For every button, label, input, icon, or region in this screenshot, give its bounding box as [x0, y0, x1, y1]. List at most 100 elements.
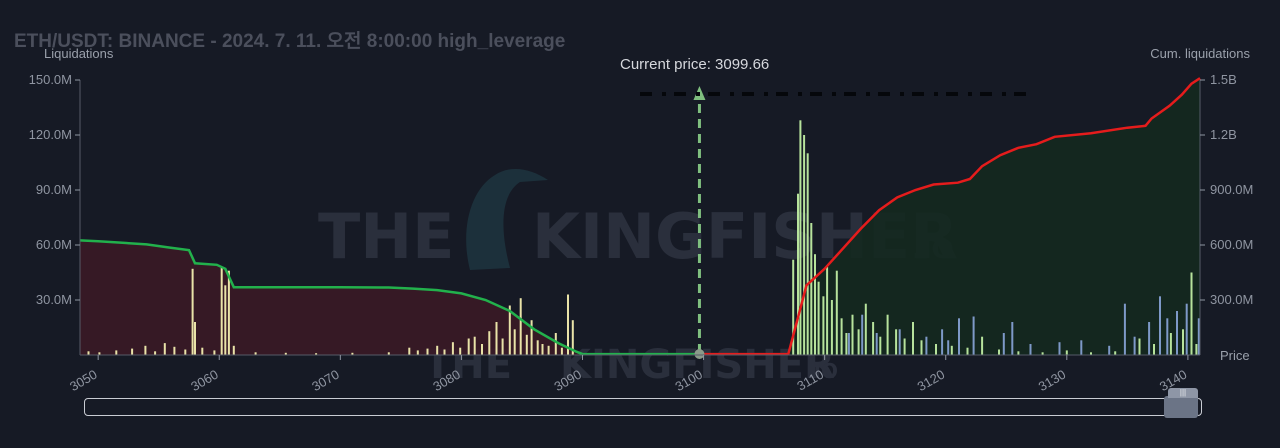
liquidation-bar[interactable] [920, 340, 923, 355]
liquidation-bar[interactable] [115, 350, 118, 355]
liquidation-bar[interactable] [1166, 318, 1169, 355]
liquidation-bar[interactable] [879, 336, 882, 355]
short-cum-line[interactable] [79, 239, 700, 356]
liquidation-bar[interactable] [519, 298, 522, 355]
liquidation-bar[interactable] [87, 351, 90, 355]
liquidation-bar[interactable] [958, 318, 960, 355]
liquidation-bar[interactable] [817, 281, 820, 355]
liquidation-bar[interactable] [191, 268, 194, 355]
long-cum-line[interactable] [699, 77, 1201, 356]
liquidation-bar[interactable] [935, 344, 937, 355]
liquidation-bar[interactable] [814, 254, 816, 355]
liquidation-bar[interactable] [797, 193, 799, 355]
liquidation-bar[interactable] [525, 334, 528, 355]
liquidation-bar[interactable] [822, 296, 825, 355]
liquidation-bar[interactable] [201, 347, 204, 355]
liquidation-bar[interactable] [1169, 333, 1172, 355]
liquidation-bar[interactable] [536, 340, 539, 355]
liquidation-bar[interactable] [508, 305, 511, 356]
liquidation-bar[interactable] [213, 350, 216, 355]
liquidation-bar[interactable] [1090, 352, 1092, 356]
liquidation-bar[interactable] [408, 347, 411, 355]
liquidation-bar[interactable] [194, 322, 196, 355]
liquidation-bar[interactable] [467, 338, 470, 356]
liquidation-bar[interactable] [98, 352, 101, 356]
liquidation-bar[interactable] [144, 345, 147, 355]
liquidation-bar[interactable] [1190, 272, 1193, 356]
liquidation-bar[interactable] [840, 318, 843, 355]
liquidation-bar[interactable] [847, 333, 850, 355]
liquidation-bar[interactable] [1058, 342, 1061, 355]
liquidation-bar[interactable] [1080, 340, 1083, 355]
liquidation-bar[interactable] [830, 300, 833, 355]
liquidation-bar[interactable] [857, 329, 860, 355]
liquidation-bar[interactable] [227, 270, 230, 355]
liquidation-bar[interactable] [387, 352, 390, 356]
liquidation-bar[interactable] [941, 329, 944, 355]
liquidation-bar[interactable] [799, 120, 802, 355]
liquidation-bar[interactable] [851, 314, 854, 355]
liquidation-bar[interactable] [571, 320, 574, 355]
liquidation-bar[interactable] [416, 350, 419, 355]
liquidation-bar[interactable] [220, 267, 223, 355]
liquidation-bar[interactable] [1176, 311, 1178, 355]
liquidation-bar[interactable] [488, 331, 491, 355]
liquidation-bar[interactable] [1108, 345, 1111, 355]
liquidation-bar[interactable] [903, 338, 906, 356]
range-slider-handle[interactable] [1164, 396, 1198, 418]
liquidation-bar[interactable] [451, 342, 454, 355]
liquidation-bar[interactable] [154, 351, 157, 355]
liquidation-bar[interactable] [173, 346, 176, 356]
liquidation-bar[interactable] [163, 343, 166, 355]
liquidation-bar[interactable] [1148, 322, 1151, 355]
liquidation-bar[interactable] [495, 322, 498, 355]
liquidation-bar[interactable] [567, 294, 569, 356]
liquidation-bar[interactable] [886, 314, 889, 355]
liquidation-bar[interactable] [972, 316, 975, 356]
liquidation-bar[interactable] [966, 347, 969, 355]
liquidation-bar[interactable] [459, 347, 462, 355]
liquidation-bar[interactable] [1041, 352, 1044, 356]
liquidation-bar[interactable] [530, 320, 533, 355]
liquidation-bar[interactable] [826, 267, 829, 355]
liquidation-bar[interactable] [224, 285, 227, 355]
liquidation-bar[interactable] [560, 347, 563, 355]
liquidation-bar[interactable] [547, 345, 550, 355]
liquidation-bar[interactable] [351, 352, 354, 355]
liquidation-bar[interactable] [925, 336, 928, 355]
liquidation-bar[interactable] [554, 333, 557, 355]
liquidation-bar[interactable] [1123, 303, 1126, 355]
liquidation-bar[interactable] [1195, 344, 1198, 355]
liquidation-bar[interactable] [1065, 350, 1068, 355]
liquidation-bar[interactable] [131, 348, 134, 355]
liquidation-bar[interactable] [443, 349, 446, 356]
liquidation-bar[interactable] [1114, 351, 1117, 355]
liquidation-bar[interactable] [1197, 318, 1200, 355]
liquidation-bar[interactable] [473, 336, 476, 355]
liquidation-bar[interactable] [895, 329, 898, 355]
liquidation-bar[interactable] [1002, 333, 1005, 355]
range-slider[interactable] [84, 398, 1202, 416]
liquidation-bar[interactable] [184, 349, 187, 356]
liquidation-bar[interactable] [1133, 336, 1136, 355]
liquidation-bar[interactable] [947, 340, 950, 355]
liquidation-bar[interactable] [541, 344, 544, 355]
liquidation-bar[interactable] [875, 333, 878, 355]
liquidation-bar[interactable] [872, 322, 875, 355]
liquidation-bar[interactable] [501, 338, 504, 356]
liquidation-bar[interactable] [898, 329, 901, 355]
liquidation-bar[interactable] [1029, 344, 1032, 355]
liquidation-bar[interactable] [1017, 351, 1020, 355]
liquidation-bar[interactable] [912, 322, 914, 355]
liquidation-bar[interactable] [1153, 344, 1155, 355]
liquidation-bar[interactable] [803, 135, 806, 355]
liquidation-bar[interactable] [792, 259, 795, 355]
liquidation-bar[interactable] [284, 352, 287, 355]
liquidation-bar[interactable] [1182, 329, 1184, 355]
liquidation-bar[interactable] [1138, 338, 1141, 356]
liquidation-bar[interactable] [864, 303, 867, 355]
liquidation-bar[interactable] [481, 344, 483, 355]
liquidation-bar[interactable] [1011, 322, 1014, 355]
liquidation-bar[interactable] [1159, 296, 1161, 355]
